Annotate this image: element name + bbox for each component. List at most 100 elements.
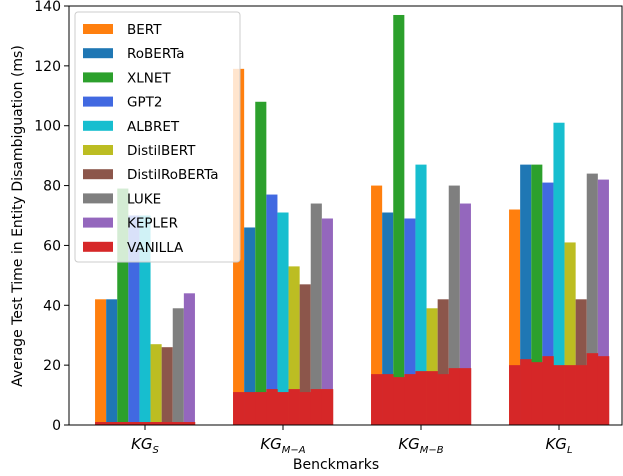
bar-bert-2 — [371, 185, 383, 425]
legend-label-vanilla: VANILLA — [127, 240, 184, 256]
x-tick-label: KGS — [131, 435, 159, 456]
bar-albret-2 — [415, 164, 427, 425]
legend-box — [74, 11, 241, 263]
legend-swatch-roberta — [83, 48, 113, 59]
bar-vanilla-2-5 — [426, 371, 438, 425]
bar-xlnet-2 — [393, 14, 405, 425]
legend-label-luke: LUKE — [127, 191, 161, 207]
bar-vanilla-3-6 — [575, 365, 588, 425]
y-tick-label: 60 — [43, 238, 61, 254]
x-tick-label: KGM−B — [398, 435, 443, 456]
bar-roberta-2 — [382, 212, 394, 425]
bar-vanilla-3-5 — [564, 365, 576, 425]
bar-vanilla-0-6 — [161, 422, 174, 425]
legend-label-distilbert: DistilBERT — [127, 143, 196, 159]
y-tick-label: 40 — [43, 298, 61, 314]
bar-vanilla-3-7 — [586, 353, 599, 425]
bar-vanilla-2-1 — [382, 374, 394, 425]
bar-vanilla-2-4 — [415, 371, 427, 425]
bar-vanilla-1-3 — [266, 389, 278, 425]
bar-vanilla-0-1 — [106, 422, 118, 425]
legend-swatch-bert — [83, 24, 113, 34]
bar-vanilla-1-2 — [255, 392, 267, 425]
x-tick-label: KGM−A — [260, 435, 305, 456]
bar-kepler-3 — [597, 179, 609, 425]
bars-layer — [95, 14, 610, 426]
bar-kepler-0 — [183, 293, 195, 425]
legend-swatch-distilbert — [83, 145, 113, 155]
bar-vanilla-2-6 — [437, 374, 450, 425]
bar-vanilla-1-8 — [321, 389, 334, 425]
axes-layer: 0 20 40 60 80 100 120 140 KGS KGM−A KGM−B KGL — [34, 0, 623, 456]
y-tick-label: 0 — [52, 418, 61, 434]
plot-frame — [68, 5, 623, 426]
bar-kepler-1 — [321, 218, 333, 425]
bar-vanilla-1-1 — [244, 392, 256, 425]
bar-roberta-1 — [244, 227, 256, 425]
bar-albret-3 — [553, 122, 565, 425]
bar-xlnet-3 — [531, 164, 543, 425]
bar-vanilla-1-0 — [233, 392, 245, 425]
legend-label-distilroberta: DistilRoBERTa — [127, 167, 218, 183]
bar-vanilla-0-8 — [183, 422, 196, 425]
bar-distilbert-2 — [426, 308, 438, 425]
bar-gpt2-1 — [266, 194, 278, 425]
bar-distilbert-0 — [150, 344, 162, 425]
y-tick-label: 80 — [43, 179, 61, 195]
legend-swatch-xlnet — [83, 72, 113, 83]
legend-swatch-gpt2 — [83, 96, 113, 107]
bar-distilbert-3 — [564, 242, 576, 425]
bar-distilroberta-1 — [299, 284, 311, 425]
bar-vanilla-2-0 — [371, 374, 383, 425]
bar-luke-3 — [586, 173, 598, 425]
bar-vanilla-3-0 — [509, 365, 521, 425]
bar-bert-3 — [509, 209, 521, 425]
x-tick-label: KGL — [545, 435, 572, 456]
bar-roberta-0 — [106, 299, 118, 425]
bar-vanilla-0-5 — [150, 422, 162, 425]
bar-gpt2-3 — [542, 182, 554, 425]
bar-vanilla-3-4 — [553, 365, 565, 425]
bar-vanilla-2-8 — [459, 368, 472, 425]
bar-luke-2 — [448, 185, 460, 425]
legend-label-gpt2: GPT2 — [127, 95, 162, 111]
bar-luke-1 — [310, 203, 322, 425]
legend-label-xlnet: XLNET — [127, 70, 171, 86]
y-axis-label: Average Test Time in Entity Disambiguati… — [10, 45, 26, 387]
y-tick-label: 120 — [34, 59, 61, 75]
y-tick-label: 100 — [34, 119, 61, 135]
bar-vanilla-3-2 — [531, 362, 543, 425]
bar-vanilla-1-4 — [277, 392, 289, 425]
bar-vanilla-0-3 — [128, 422, 140, 425]
bar-vanilla-1-5 — [288, 389, 300, 425]
legend-swatch-albret — [83, 120, 113, 131]
bar-vanilla-1-6 — [299, 392, 312, 425]
bar-vanilla-0-4 — [139, 422, 151, 425]
bar-vanilla-0-7 — [172, 422, 185, 425]
bar-distilroberta-0 — [161, 347, 173, 425]
bar-vanilla-3-8 — [597, 356, 610, 425]
bar-bert-0 — [95, 299, 107, 425]
legend-swatch-luke — [83, 193, 113, 204]
y-tick-label: 20 — [43, 358, 61, 374]
legend-swatch-vanilla — [83, 241, 113, 252]
bar-vanilla-2-3 — [404, 374, 416, 425]
bar-gpt2-0 — [128, 215, 140, 425]
bar-distilroberta-3 — [575, 299, 587, 425]
bar-distilroberta-2 — [437, 299, 449, 425]
legend-label-roberta: RoBERTa — [127, 46, 185, 62]
bar-vanilla-3-3 — [542, 356, 554, 425]
bar-roberta-3 — [520, 164, 532, 425]
bar-vanilla-2-7 — [448, 368, 461, 425]
bar-vanilla-1-7 — [310, 389, 323, 425]
legend-label-albret: ALBRET — [127, 119, 180, 135]
bar-xlnet-0 — [117, 188, 129, 425]
bar-albret-0 — [139, 215, 151, 425]
bar-kepler-2 — [459, 203, 471, 425]
legend-swatch-kepler — [83, 217, 113, 228]
bar-vanilla-0-2 — [117, 422, 129, 425]
legend-swatch-distilroberta — [83, 169, 113, 180]
y-tick-label: 140 — [34, 0, 61, 15]
bar-vanilla-0-0 — [95, 422, 107, 425]
